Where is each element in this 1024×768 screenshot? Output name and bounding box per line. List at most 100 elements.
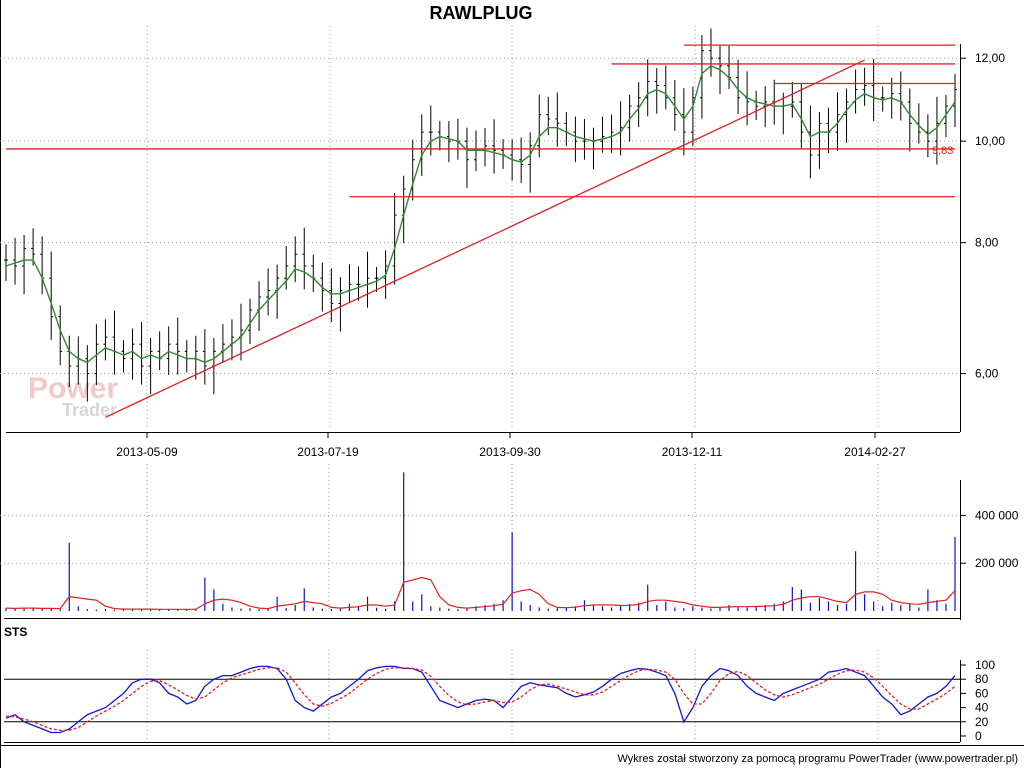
price-bar [528,132,533,193]
price-bar [636,82,641,128]
footer-credit: Wykres został stworzony za pomocą progra… [617,753,1018,765]
price-y-axis: 6,00 8,00 10,00 12,00 [960,51,1005,381]
price-bar [293,236,298,283]
price-bar [790,81,795,118]
price-bar [49,251,54,340]
price-bar [392,192,397,285]
price-bar [103,319,108,361]
price-ma-line [5,64,956,364]
price-bar [600,116,605,153]
price-bar [311,254,316,293]
price-bar [112,310,117,375]
price-bar [925,114,930,158]
volume-panel: 200 000 400 000 [0,464,1019,620]
price-bar [248,298,253,345]
price-bar [862,67,867,106]
price-bar [681,88,686,156]
price-x-tick-label: 2013-05-09 [116,445,178,459]
volume-y-tick-label: 200 000 [975,556,1019,570]
price-bar [157,331,162,371]
price-bar [754,90,759,120]
volume-grid [0,464,961,620]
volume-y-tick-label: 400 000 [975,508,1019,522]
price-bar [654,68,659,114]
price-bar [220,324,225,363]
price-bar [943,94,948,138]
price-moving-average [5,64,956,364]
price-bar [953,73,957,128]
price-bar [284,245,289,290]
price-bar [130,328,135,380]
price-bar [645,59,650,117]
trendline [105,59,865,418]
watermark-trader: Trader [62,400,117,420]
price-bar [121,340,126,373]
price-bar [257,281,262,331]
price-bar [175,317,180,375]
price-x-tick-label: 2013-07-19 [297,445,359,459]
price-bar [519,137,524,184]
price-bar [338,277,343,332]
price-bar [302,227,307,290]
volume-bars [5,472,956,611]
volume-y-axis: 200 000 400 000 [960,508,1019,570]
price-bar [609,114,614,153]
sts-k-line [5,665,956,734]
price-panel: Power Trader RAWLPLUG 6,00 8,00 10,00 12,00… [0,3,1005,459]
price-bar [844,88,849,143]
price-bar [374,266,379,293]
price-grid [0,26,961,433]
price-x-tick-label: 2013-09-30 [479,445,541,459]
price-bar [934,96,939,165]
price-bar [546,96,551,136]
price-y-tick-label: 12,00 [975,51,1005,65]
price-bar [139,321,144,385]
sts-grid [4,650,961,743]
price-bar [193,335,198,380]
price-bar [799,84,804,149]
price-bar [537,94,542,158]
price-bar [184,340,189,373]
sts-y-tick-label: 40 [975,701,989,715]
sts-label: STS [4,625,27,639]
price-bar [898,71,903,121]
volume-ma-line [5,576,956,610]
price-bar [808,105,813,179]
sts-y-tick-label: 20 [975,715,989,729]
price-bar [555,92,560,147]
price-y-tick-label: 8,00 [975,236,999,250]
sts-y-tick-label: 100 [975,658,995,672]
price-bar [573,116,578,163]
price-bar [907,88,912,152]
price-bar [446,120,451,163]
price-bar [618,101,623,156]
price-bar [492,119,497,174]
price-bar [329,268,334,322]
price-bar [483,127,488,167]
price-bar [238,303,243,361]
sts-lines [5,665,956,734]
price-bar [835,92,840,151]
price-bar [148,337,153,395]
price-bar [871,59,876,122]
price-bar [202,329,207,385]
sts-d-line [5,667,956,731]
current-value-label: 9,83 [932,145,953,157]
price-bar [817,112,822,169]
price-bar [166,326,171,375]
price-bar [365,251,370,308]
price-bar [40,236,45,295]
watermark-power: Power [28,372,118,405]
price-x-axis: 2013-05-09 2013-07-19 2013-09-30 2013-12-11… [116,432,906,459]
volume-moving-average [5,576,956,610]
price-x-tick-label: 2013-12-11 [662,445,723,459]
price-bar [22,234,27,295]
price-bar [356,266,361,301]
price-bar [437,120,442,151]
chart-title: RAWLPLUG [430,3,533,23]
price-bar [4,244,8,282]
watermark: Power Trader [28,372,118,420]
price-bar [464,127,469,188]
price-y-tick-label: 10,00 [975,134,1005,148]
